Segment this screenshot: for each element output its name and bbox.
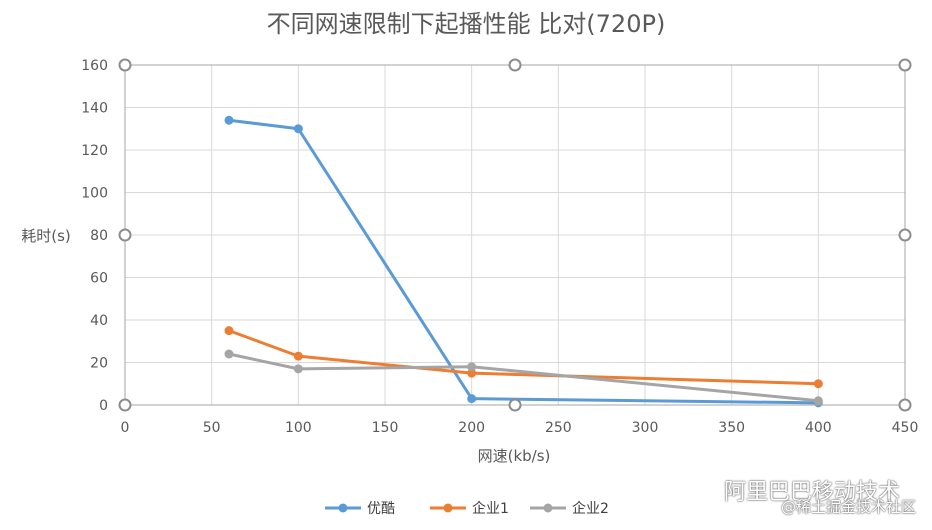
resize-handle	[118, 398, 132, 412]
series-layer	[224, 115, 823, 408]
resize-handle	[118, 58, 132, 72]
x-tick-label: 300	[632, 420, 659, 436]
watermark-line2: @稀土掘金技术社区	[780, 498, 916, 516]
x-tick-label: 250	[545, 420, 572, 436]
series-line	[227, 118, 820, 405]
y-tick-label: 160	[81, 58, 108, 74]
legend-label: 企业2	[572, 500, 609, 517]
data-point	[224, 326, 234, 336]
legend: 优酷 企业1 企业2	[325, 500, 609, 517]
legend-label: 优酷	[367, 501, 395, 517]
resize-handle	[898, 58, 912, 72]
data-point	[467, 394, 477, 404]
selection-handles	[118, 58, 912, 412]
x-tick-label: 400	[805, 420, 832, 436]
resize-handle	[508, 58, 522, 72]
series-line	[227, 352, 820, 403]
axes: 0 20 40 60 80 100 120 140 160 0 50 100 150 200 250 300 3…	[81, 58, 918, 436]
legend-swatch-marker	[338, 503, 348, 513]
y-tick-label: 60	[90, 271, 108, 287]
x-tick-label: 350	[718, 420, 745, 436]
resize-handle	[898, 228, 912, 242]
x-axis-title: 网速(kb/s)	[478, 447, 551, 465]
data-point	[293, 364, 303, 374]
x-tick-label: 200	[458, 420, 485, 436]
data-point	[293, 351, 303, 361]
x-tick-label: 100	[285, 420, 312, 436]
y-tick-label: 120	[81, 143, 108, 159]
resize-handle	[898, 398, 912, 412]
x-tick-label: 50	[203, 420, 221, 436]
watermark-line1: 阿里巴巴移动技术	[723, 480, 900, 505]
data-point	[467, 362, 477, 372]
y-tick-label: 0	[99, 398, 108, 414]
x-tick-label: 150	[372, 420, 399, 436]
y-tick-label: 80	[90, 228, 108, 244]
y-tick-label: 140	[81, 101, 108, 117]
x-tick-label: 450	[892, 420, 919, 436]
y-tick-label: 20	[90, 356, 108, 372]
y-tick-label: 40	[90, 313, 108, 329]
data-point	[813, 396, 823, 406]
legend-swatch-marker	[443, 503, 453, 513]
data-point	[224, 349, 234, 359]
resize-handle	[118, 228, 132, 242]
data-point	[293, 124, 303, 134]
resize-handle	[508, 398, 522, 412]
x-tick-label: 0	[121, 420, 130, 436]
data-point	[467, 368, 477, 378]
series-line	[227, 329, 820, 386]
grid	[125, 64, 906, 405]
legend-label: 企业1	[472, 500, 509, 517]
data-point	[224, 115, 234, 125]
wechat-icon	[679, 478, 701, 497]
y-tick-label: 100	[81, 186, 108, 202]
y-axis-title: 耗时(s)	[21, 227, 71, 245]
chart-title: 不同网速限制下起播性能 比对(720P)	[267, 10, 666, 38]
legend-swatch-marker	[543, 503, 553, 513]
data-point	[813, 379, 823, 389]
